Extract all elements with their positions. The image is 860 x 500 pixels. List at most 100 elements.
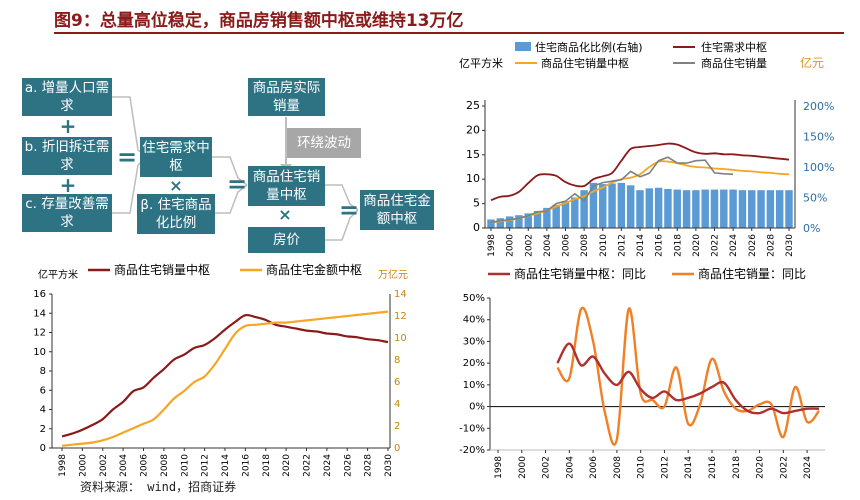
box-commercialization-ratio: β. 住宅商品化比例 [137, 194, 215, 234]
sales-center-line [490, 160, 790, 224]
y-tick-4: 8 [40, 366, 46, 377]
legend-ratio: 住宅商品化比例(右轴) [535, 40, 643, 54]
y-tick-7: 50% [463, 293, 485, 304]
y2-tick-3: 6 [394, 377, 400, 388]
ratio-bar-2006 [561, 201, 570, 228]
sales-yoy-line [556, 306, 820, 446]
c1-xtick-14: 2026 [748, 234, 758, 257]
y-tick-2: 10 [466, 172, 480, 185]
c1-xtick-0: 1998 [487, 234, 497, 257]
c3-xtick-7: 2012 [660, 456, 670, 479]
c1-xtick-13: 2024 [729, 234, 739, 257]
legend-demand: 住宅需求中枢 [701, 40, 767, 54]
sales-center-line [61, 313, 389, 438]
c1-xtick-5: 2008 [580, 234, 590, 257]
y-tick-6: 12 [33, 328, 46, 339]
y-tick-7: 14 [33, 308, 46, 319]
c1-xtick-3: 2004 [543, 234, 553, 257]
equals-sign-2: = [226, 170, 248, 198]
y2-tick-0: 0% [803, 222, 820, 235]
times-sign-2: × [278, 205, 292, 224]
sales-amount-center-chart: 商品住宅销量中枢 商品住宅金额中枢 亿平方米 万亿元 0 2 4 6 8 10 12 14 16 0 2 4 6… [33, 262, 408, 477]
y-tick-0: 0 [40, 443, 46, 454]
legend-center-yoy: 商品住宅销量中枢：同比 [514, 266, 646, 281]
y-tick-0: 0 [473, 221, 480, 234]
box-sales-center: 商品住宅销量中枢 [248, 166, 325, 206]
ratio-bar-2029 [775, 190, 784, 228]
right-axis-unit: 万亿元 [378, 268, 408, 281]
legend-sales-yoy: 商品住宅销量：同比 [698, 266, 806, 281]
y-tick-4: 20 [466, 123, 480, 136]
y2-tick-3: 150% [803, 131, 834, 144]
box-actual-sales: 商品房实际销量 [248, 78, 325, 116]
center-yoy-line [556, 342, 820, 415]
y-tick-3: 10% [463, 380, 485, 391]
ratio-bar-2024 [729, 189, 737, 228]
y-tick-2: 0% [469, 402, 485, 413]
ratio-bar-2018 [673, 189, 681, 228]
y-tick-1: -10% [459, 423, 485, 434]
equals-sign-1: = [116, 143, 138, 171]
box-fluctuation: 环绕波动 [287, 128, 361, 158]
ratio-bar-1998 [487, 219, 495, 228]
box-improvement-demand: c. 存量改善需求 [22, 194, 112, 232]
c1-xtick-16: 2030 [785, 234, 795, 257]
y2-tick-2: 100% [803, 161, 834, 174]
ratio-bar-2030 [785, 190, 793, 228]
ratio-bar-2019 [682, 190, 691, 228]
ratio-bar-2002 [524, 213, 532, 228]
y2-tick-2: 4 [394, 399, 400, 410]
ratio-bar-2017 [664, 188, 672, 228]
plus-sign-1: + [59, 114, 77, 138]
y2-tick-0: 0 [394, 443, 400, 454]
c3-xtick-1: 2000 [518, 456, 528, 479]
ratio-bar-2008 [580, 190, 588, 228]
demand-line [490, 142, 790, 202]
c2-xtick-0: 1998 [58, 454, 68, 477]
c2-xtick-9: 2016 [241, 454, 251, 477]
y2-tick-4: 8 [394, 355, 400, 366]
y-tick-6: 40% [463, 315, 485, 326]
c3-xtick-12: 2022 [779, 456, 789, 479]
c3-xtick-0: 1998 [494, 456, 504, 479]
c2-xtick-8: 2014 [221, 454, 231, 477]
c1-xtick-8: 2014 [636, 234, 646, 257]
y-tick-4: 20% [463, 358, 485, 369]
y2-tick-1: 2 [394, 421, 400, 432]
left-axis-unit: 亿平方米 [38, 268, 78, 281]
ratio-bar-2027 [757, 190, 765, 228]
y-tick-8: 16 [33, 289, 46, 300]
ratio-bar-2001 [515, 215, 523, 228]
c1-xtick-12: 2022 [711, 234, 721, 257]
c2-xtick-7: 2012 [201, 454, 211, 477]
box-amount-center: 商品住宅金额中枢 [360, 190, 434, 230]
ratio-bar-2004 [543, 207, 551, 228]
c1-xtick-10: 2018 [673, 234, 683, 257]
c2-xtick-3: 2004 [119, 454, 129, 477]
y-tick-5: 10 [33, 347, 46, 358]
box-price: 房价 [248, 227, 325, 253]
c2-xtick-11: 2020 [282, 454, 292, 477]
times-sign-1: × [169, 176, 183, 195]
y-tick-1: 2 [40, 424, 46, 435]
ratio-bar-2010 [599, 184, 607, 228]
amount-center-line [61, 310, 389, 447]
left-axis-unit: 亿平方米 [459, 56, 503, 70]
ratio-bar-2003 [533, 210, 542, 228]
ratio-bar-2026 [748, 190, 756, 228]
y-tick-3: 15 [466, 148, 480, 161]
y-tick-3: 6 [40, 385, 46, 396]
actual-sales-line [490, 156, 734, 224]
box-housing-demand-center: 住宅需求中枢 [140, 137, 212, 177]
c3-xtick-6: 2010 [637, 456, 647, 479]
c3-xtick-3: 2004 [565, 456, 575, 479]
ratio-bar-2015 [645, 188, 654, 228]
c2-xtick-12: 2022 [303, 454, 313, 477]
equals-sign-3: = [338, 196, 360, 224]
box-incremental-demand: a. 增量人口需求 [22, 78, 112, 116]
ratio-bar-2021 [701, 189, 709, 228]
c2-xtick-14: 2026 [343, 454, 353, 477]
legend-sales-center: 商品住宅销量中枢 [541, 56, 629, 70]
legend-swatch-ratio [515, 42, 531, 51]
c1-xtick-15: 2028 [766, 234, 776, 257]
